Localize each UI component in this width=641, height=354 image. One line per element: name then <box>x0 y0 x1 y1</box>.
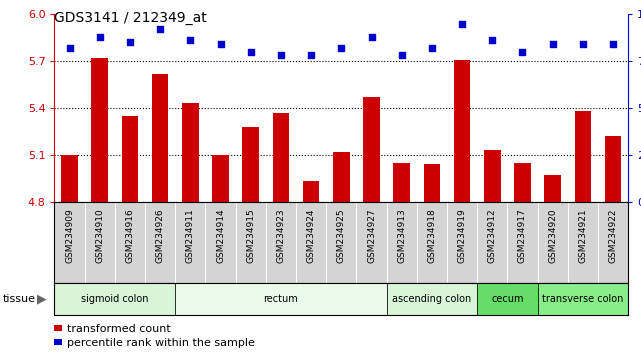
Point <box>95 34 105 40</box>
Text: GSM234912: GSM234912 <box>488 208 497 263</box>
Text: GSM234922: GSM234922 <box>608 208 617 263</box>
Bar <box>152 74 169 202</box>
Bar <box>424 164 440 202</box>
Text: GSM234918: GSM234918 <box>428 208 437 263</box>
Bar <box>514 163 531 202</box>
Point <box>306 53 316 58</box>
Point <box>276 53 286 58</box>
Point <box>517 49 528 55</box>
Point <box>457 21 467 27</box>
Bar <box>454 59 470 202</box>
Point <box>215 41 226 47</box>
Bar <box>182 103 199 202</box>
Text: GSM234910: GSM234910 <box>96 208 104 263</box>
Text: GSM234911: GSM234911 <box>186 208 195 263</box>
Text: GSM234919: GSM234919 <box>458 208 467 263</box>
Text: GDS3141 / 212349_at: GDS3141 / 212349_at <box>54 11 207 25</box>
Text: ▶: ▶ <box>37 293 47 306</box>
Text: rectum: rectum <box>263 294 298 304</box>
Point <box>397 53 407 58</box>
Bar <box>363 97 380 202</box>
Bar <box>303 182 319 202</box>
Bar <box>122 116 138 202</box>
Point <box>125 40 135 45</box>
Point <box>367 34 377 40</box>
Bar <box>92 58 108 202</box>
Point <box>608 41 618 47</box>
Point <box>578 41 588 47</box>
Bar <box>544 175 561 202</box>
Text: GSM234921: GSM234921 <box>578 208 587 263</box>
Bar <box>62 155 78 202</box>
Bar <box>477 283 538 315</box>
Text: ascending colon: ascending colon <box>392 294 472 304</box>
Text: GSM234913: GSM234913 <box>397 208 406 263</box>
Text: cecum: cecum <box>491 294 524 304</box>
Text: GSM234925: GSM234925 <box>337 208 346 263</box>
Text: tissue: tissue <box>3 294 36 304</box>
Text: GSM234916: GSM234916 <box>126 208 135 263</box>
Point <box>487 38 497 43</box>
Text: GSM234923: GSM234923 <box>276 208 285 263</box>
Text: percentile rank within the sample: percentile rank within the sample <box>67 338 255 348</box>
Text: sigmoid colon: sigmoid colon <box>81 294 149 304</box>
Bar <box>574 111 591 202</box>
Text: GSM234914: GSM234914 <box>216 208 225 263</box>
Text: GSM234915: GSM234915 <box>246 208 255 263</box>
Point <box>185 38 196 43</box>
Bar <box>242 127 259 202</box>
Bar <box>538 283 628 315</box>
Bar <box>394 163 410 202</box>
Bar <box>333 152 349 202</box>
Bar <box>54 283 175 315</box>
Text: GSM234909: GSM234909 <box>65 208 74 263</box>
Bar <box>484 150 501 202</box>
Text: transformed count: transformed count <box>67 324 171 334</box>
Point <box>547 41 558 47</box>
Text: GSM234927: GSM234927 <box>367 208 376 263</box>
Text: GSM234926: GSM234926 <box>156 208 165 263</box>
Point <box>427 45 437 51</box>
Text: GSM234924: GSM234924 <box>306 208 315 263</box>
Bar <box>212 155 229 202</box>
Bar <box>272 113 289 202</box>
Bar <box>175 283 387 315</box>
Point <box>246 49 256 55</box>
Point <box>336 45 346 51</box>
Point <box>65 45 75 51</box>
Bar <box>387 283 477 315</box>
Point <box>155 26 165 32</box>
Text: GSM234917: GSM234917 <box>518 208 527 263</box>
Bar <box>604 136 621 202</box>
Text: GSM234920: GSM234920 <box>548 208 557 263</box>
Text: transverse colon: transverse colon <box>542 294 624 304</box>
